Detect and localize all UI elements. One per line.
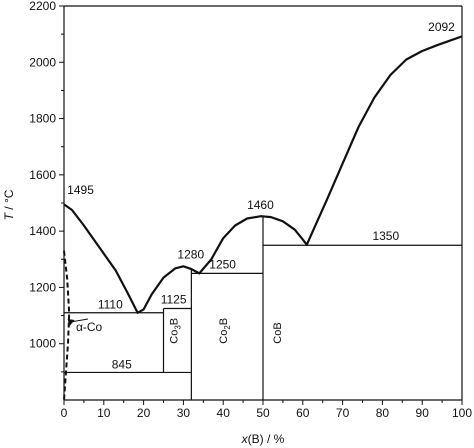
- alpha-co-label: α-Co: [76, 320, 103, 334]
- alpha-co-solvus: [63, 250, 71, 401]
- callout-arrow-head: [67, 318, 75, 326]
- liquidus-curve: [63, 35, 463, 314]
- x-tick-label: 80: [376, 406, 390, 420]
- x-tick-label: 40: [217, 406, 231, 420]
- y-tick-label: 1600: [29, 168, 56, 182]
- temperature-label: 1350: [372, 229, 399, 243]
- temperature-label: 1495: [67, 183, 94, 197]
- x-tick-label: 0: [61, 406, 68, 420]
- temperature-label: 1280: [177, 247, 204, 261]
- y-tick-label: 1800: [29, 112, 56, 126]
- x-tick-label: 50: [256, 406, 270, 420]
- y-axis-title: T / °C: [2, 189, 16, 220]
- y-tick-label: 1400: [29, 224, 56, 238]
- x-tick-label: 30: [177, 406, 191, 420]
- phase-label: CoB: [272, 322, 284, 343]
- phase-label: Co3B: [168, 318, 182, 344]
- x-tick-label: 20: [137, 406, 151, 420]
- temperature-label: 1460: [247, 198, 274, 212]
- phase-lines: [63, 35, 463, 401]
- y-tick-label: 1200: [29, 280, 56, 294]
- temperature-label: 2092: [428, 20, 455, 34]
- x-tick-label: 70: [336, 406, 350, 420]
- ticks: 0 10 20 30 40 50 60 70 80 90 100 1000 1200 1400 1600 18…: [29, 0, 472, 420]
- y-tick-label: 2000: [29, 55, 56, 69]
- phase-label: Co2B: [218, 318, 232, 344]
- x-tick-label: 100: [452, 406, 472, 420]
- x-tick-label: 90: [416, 406, 430, 420]
- temperature-label: 845: [112, 357, 132, 371]
- x-tick-label: 10: [97, 406, 111, 420]
- callout-arrow-line: [70, 318, 89, 323]
- x-axis-title: x(B) / %: [241, 432, 285, 446]
- labels: 1495 1110 1125 1280 1250 1460 1350 2092 845 Co3B C…: [67, 20, 455, 372]
- y-tick-label: 2200: [29, 0, 56, 13]
- y-tick-label: 1000: [29, 337, 56, 351]
- x-tick-label: 60: [296, 406, 310, 420]
- temperature-label: 1110: [98, 298, 123, 312]
- temperature-label: 1250: [209, 257, 236, 271]
- temperature-label: 1125: [161, 292, 187, 306]
